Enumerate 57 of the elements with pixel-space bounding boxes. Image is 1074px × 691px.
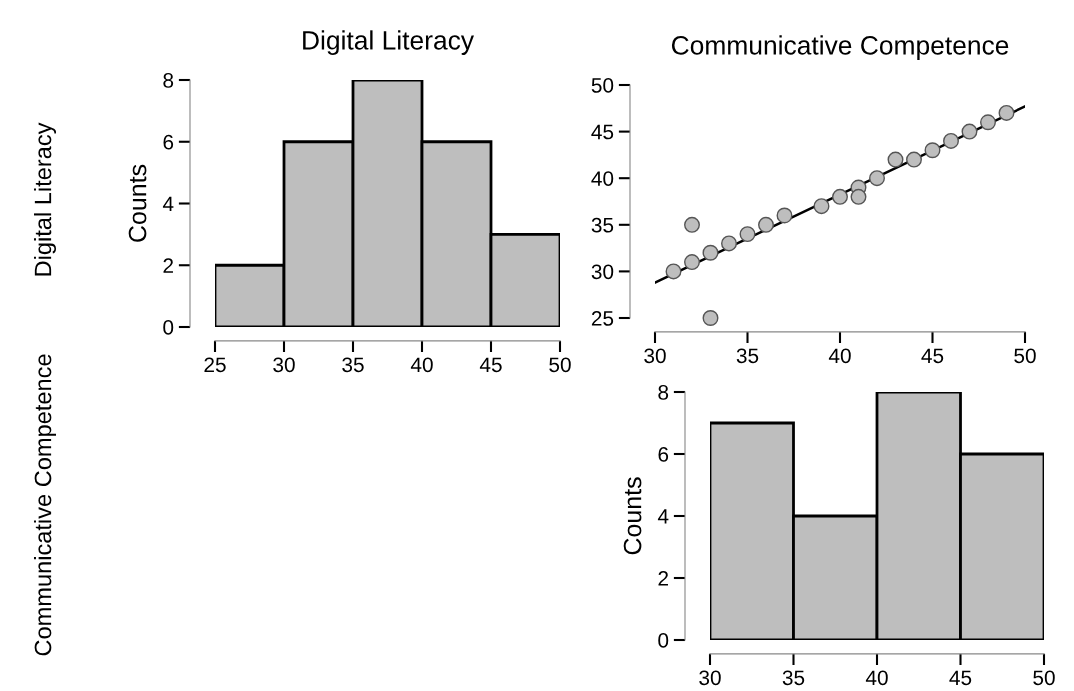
point <box>943 132 959 149</box>
x-tick-label: 50 <box>1033 670 1055 686</box>
y-tick-label: 30 <box>591 264 614 280</box>
x-tick-label: 45 <box>479 357 502 373</box>
point <box>739 226 756 243</box>
y-axis-title: Counts <box>623 477 642 555</box>
point <box>702 310 719 326</box>
x-tick-label: 40 <box>828 348 851 364</box>
x-tick-label: 30 <box>699 670 721 686</box>
y-tick-label: 6 <box>658 447 669 462</box>
point <box>702 244 719 261</box>
point <box>924 142 941 159</box>
x-tick-label: 45 <box>949 670 972 686</box>
chart-title: Communicative Competence <box>671 35 1009 60</box>
point <box>961 123 978 140</box>
x-tick-label: 40 <box>865 670 888 686</box>
y-tick-label: 4 <box>162 196 174 212</box>
y-tick-label: 50 <box>591 78 614 93</box>
point <box>813 198 830 215</box>
x-tick-label: 50 <box>549 357 571 373</box>
x-tick-label: 35 <box>782 670 805 686</box>
point <box>665 263 682 280</box>
y-tick-label: 2 <box>658 571 668 586</box>
point <box>832 188 848 205</box>
y-tick-label: 4 <box>657 509 669 524</box>
point <box>684 216 700 233</box>
point <box>721 235 737 252</box>
text: Communicative Competence <box>34 354 56 656</box>
y-tick-label: 25 <box>591 311 614 326</box>
chart-title: Digital Literacy <box>303 30 474 55</box>
y-tick-label: 8 <box>163 73 174 88</box>
y-tick-label: 8 <box>658 385 669 400</box>
y-tick-label: 45 <box>591 124 614 140</box>
point <box>906 151 922 168</box>
point <box>776 207 793 224</box>
x-tick-label: 45 <box>921 348 944 364</box>
x-tick-label: 50 <box>1014 348 1036 364</box>
y-axis-title: Counts <box>128 164 147 242</box>
point <box>869 170 885 187</box>
y-tick-label: 2 <box>163 258 173 273</box>
y-tick-label: 0 <box>658 633 669 648</box>
y-tick-label: 0 <box>163 320 174 335</box>
x-tick-label: 25 <box>204 357 226 373</box>
y-tick-label: 35 <box>591 217 614 233</box>
x-tick-label: 35 <box>342 357 364 373</box>
x-tick-label: 40 <box>410 357 433 373</box>
point <box>850 188 867 205</box>
y-tick-label: 40 <box>591 171 614 186</box>
text: Digital Literacy <box>34 122 56 276</box>
point <box>887 151 904 168</box>
x-tick-label: 30 <box>273 357 295 373</box>
point <box>758 216 774 233</box>
point <box>998 104 1015 121</box>
y-tick-label: 6 <box>163 134 174 150</box>
point <box>684 254 700 271</box>
point <box>980 114 996 131</box>
x-tick-label: 35 <box>736 348 759 364</box>
